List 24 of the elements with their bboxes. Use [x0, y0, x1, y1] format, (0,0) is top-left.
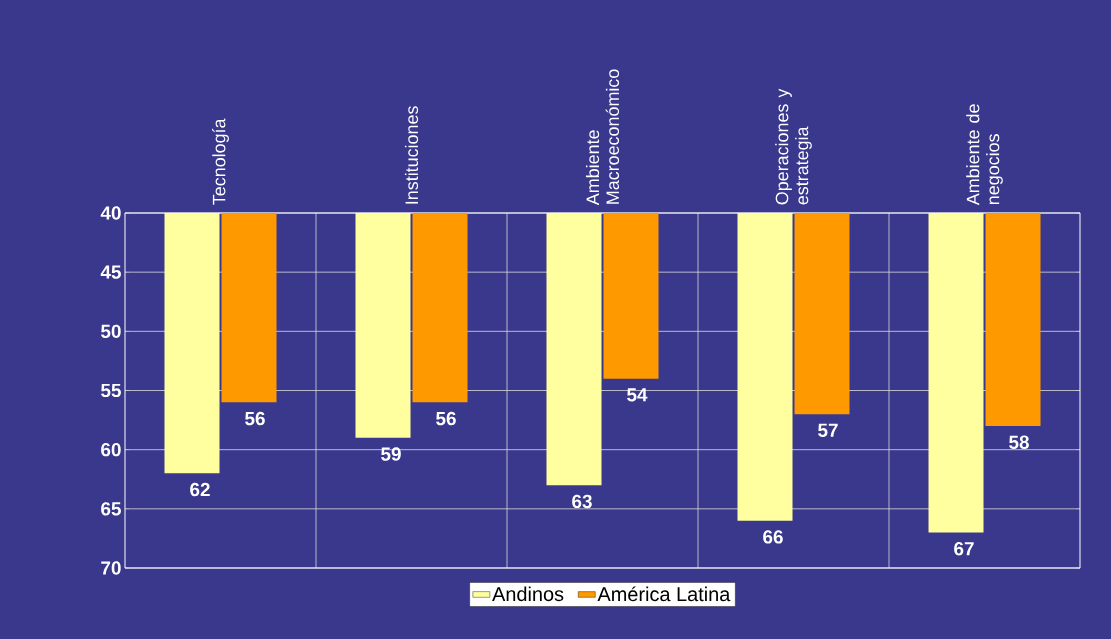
y-tick-label: 65 [101, 502, 121, 516]
x-tick-label: Tecnología [212, 118, 229, 205]
x-tick-label: Ambiente Macroeconómico [585, 69, 620, 206]
x-tick-label: Instituciones [404, 106, 419, 204]
data-label: 67 [954, 542, 974, 556]
data-label: 58 [1009, 435, 1029, 449]
legend-label: América Latina [597, 586, 731, 602]
data-label: 62 [190, 482, 210, 497]
y-tick-label: 45 [100, 265, 121, 279]
y-tick-label: 50 [101, 324, 121, 339]
y-tick-label: 70 [101, 561, 121, 575]
data-label: 59 [381, 447, 401, 461]
x-tick-label: Operaciones y estrategia [775, 88, 812, 205]
data-label: 63 [572, 494, 592, 509]
legend-label: Andinos [492, 586, 564, 602]
x-tick-label: Ambiente de negocios [966, 104, 1003, 206]
data-label: 57 [818, 423, 838, 437]
data-label: 56 [436, 411, 456, 426]
y-tick-label: 55 [101, 383, 121, 398]
y-tick-label: 40 [100, 206, 121, 220]
data-label: 66 [763, 530, 783, 544]
y-tick-label: 60 [101, 442, 121, 457]
data-label: 54 [627, 388, 648, 402]
data-label: 56 [245, 411, 265, 426]
